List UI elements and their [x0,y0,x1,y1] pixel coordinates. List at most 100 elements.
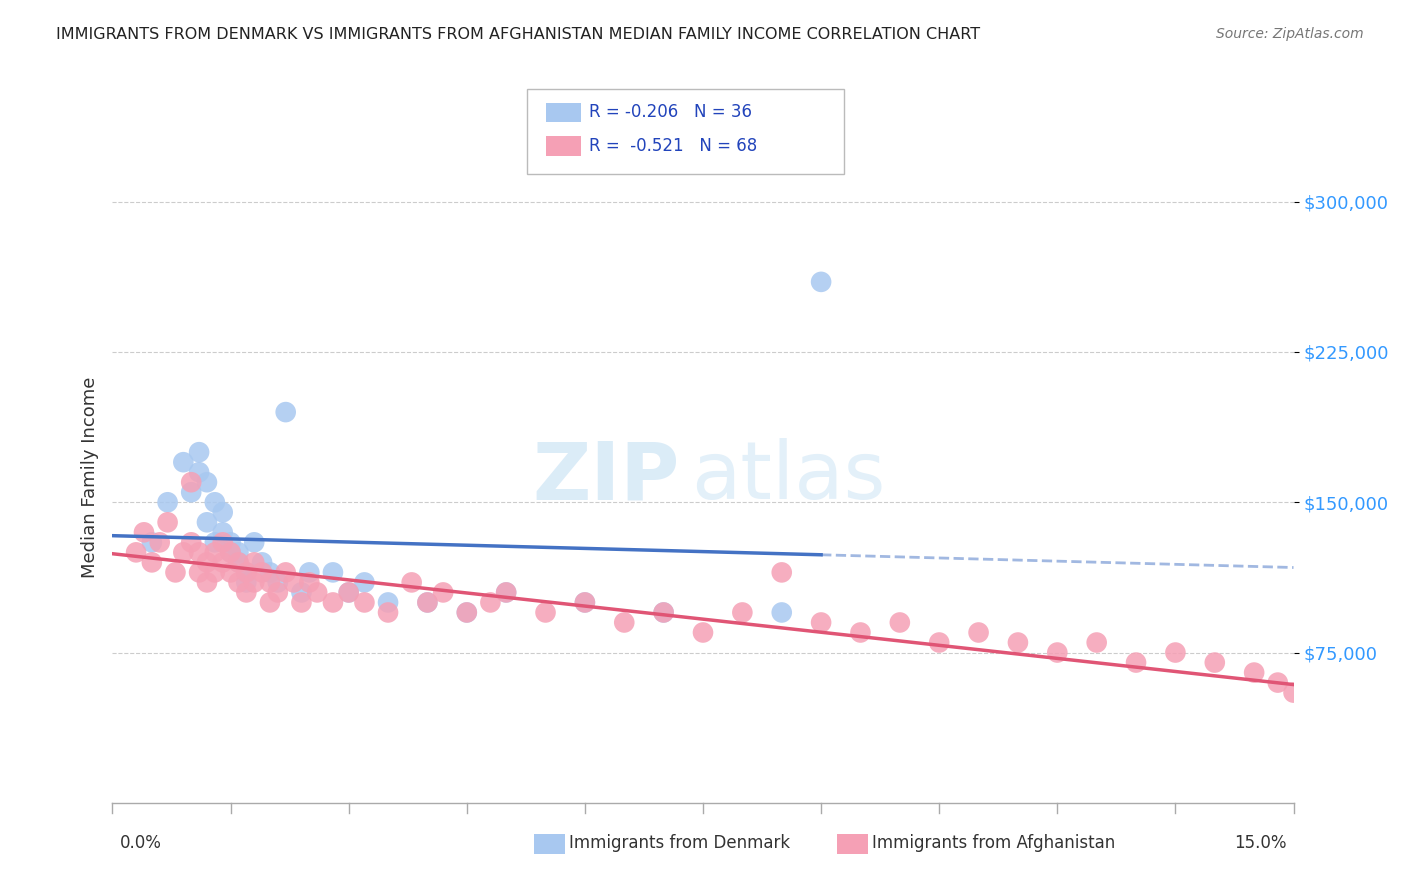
Point [1164,646,1187,660]
Point [495,585,517,599]
Point [307,585,329,599]
Point [456,606,478,620]
Point [141,555,163,569]
Text: Source: ZipAtlas.com: Source: ZipAtlas.com [1216,27,1364,41]
Y-axis label: Median Family Income: Median Family Income [80,376,98,578]
Point [204,566,226,580]
Point [235,575,257,590]
Point [274,566,297,580]
Point [180,485,202,500]
Point [204,495,226,509]
Point [235,566,257,580]
Point [250,555,273,569]
Point [188,545,211,559]
Point [290,585,312,599]
Point [243,535,266,549]
Point [243,575,266,590]
Point [195,475,218,490]
Point [574,595,596,609]
Point [652,606,675,620]
Point [1085,635,1108,649]
Point [928,635,950,649]
Point [132,525,155,540]
Text: R = -0.206   N = 36: R = -0.206 N = 36 [589,103,752,121]
Point [195,516,218,530]
Point [195,555,218,569]
Point [141,535,163,549]
Point [337,585,360,599]
Point [1007,635,1029,649]
Point [1204,656,1226,670]
Text: 0.0%: 0.0% [120,834,162,852]
Point [228,555,250,569]
Point [495,585,517,599]
Point [1125,656,1147,670]
Text: R =  -0.521   N = 68: R = -0.521 N = 68 [589,137,758,155]
Text: IMMIGRANTS FROM DENMARK VS IMMIGRANTS FROM AFGHANISTAN MEDIAN FAMILY INCOME CORR: IMMIGRANTS FROM DENMARK VS IMMIGRANTS FR… [56,27,980,42]
Point [810,615,832,630]
Point [204,545,226,559]
Point [322,566,344,580]
Point [267,585,290,599]
Point [219,545,242,559]
Point [849,625,872,640]
Point [250,566,273,580]
Point [290,595,312,609]
Point [267,575,290,590]
Point [195,575,218,590]
Point [479,595,502,609]
Point [211,535,233,549]
Point [652,606,675,620]
Point [125,545,148,559]
Point [401,575,423,590]
Point [219,545,242,559]
Point [274,405,297,419]
Point [180,475,202,490]
Point [731,606,754,620]
Text: atlas: atlas [692,438,886,516]
Point [1282,685,1305,699]
Text: ZIP: ZIP [531,438,679,516]
Point [228,555,250,569]
Point [1298,696,1320,710]
Text: Immigrants from Afghanistan: Immigrants from Afghanistan [872,834,1115,852]
Point [613,615,636,630]
Text: Immigrants from Denmark: Immigrants from Denmark [569,834,790,852]
Point [353,595,375,609]
Point [337,585,360,599]
Point [235,585,257,599]
Point [149,535,172,549]
Point [534,606,557,620]
Point [770,606,793,620]
Point [283,575,305,590]
Point [172,545,194,559]
Point [156,516,179,530]
Point [322,595,344,609]
Point [211,505,233,519]
Point [1346,725,1368,739]
Point [1046,646,1069,660]
Point [298,575,321,590]
Point [416,595,439,609]
Point [235,566,257,580]
Point [770,566,793,580]
Point [219,535,242,549]
Point [967,625,990,640]
Point [228,575,250,590]
Point [259,575,281,590]
Point [432,585,454,599]
Text: 15.0%: 15.0% [1234,834,1286,852]
Point [165,566,187,580]
Point [353,575,375,590]
Point [259,595,281,609]
Point [188,465,211,479]
Point [377,606,399,620]
Point [1267,675,1289,690]
Point [377,595,399,609]
Point [259,566,281,580]
Point [188,566,211,580]
Point [172,455,194,469]
Point [156,495,179,509]
Point [219,566,242,580]
Point [1322,706,1344,720]
